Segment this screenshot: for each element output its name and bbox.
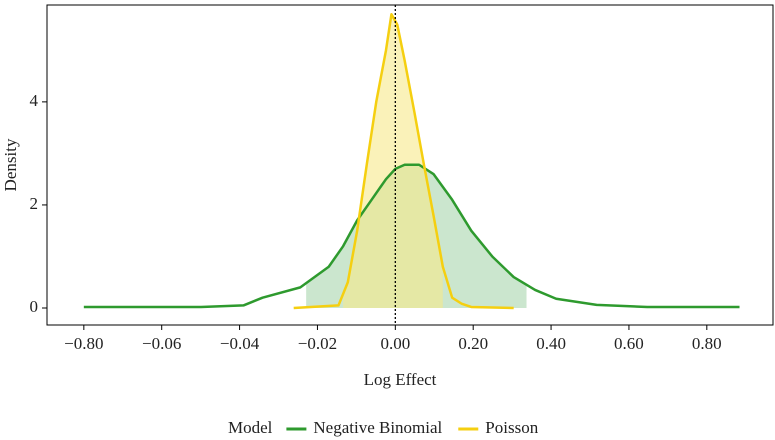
x-tick-label: 0.20 <box>458 334 488 353</box>
plot-border <box>46 4 774 326</box>
y-tick-label: 0 <box>30 297 39 316</box>
x-tick-label: −0.04 <box>220 334 260 353</box>
y-tick-label: 4 <box>30 91 39 110</box>
y-axis-label: Density <box>1 138 20 191</box>
x-axis-label: Log Effect <box>364 370 437 389</box>
x-tick-label: −0.02 <box>298 334 337 353</box>
x-tick-label: 0.80 <box>692 334 722 353</box>
x-tick-label: 0.60 <box>614 334 644 353</box>
x-tick-label: 0.40 <box>536 334 566 353</box>
x-tick-label: −0.06 <box>142 334 181 353</box>
legend-label: Poisson <box>485 418 538 437</box>
x-tick-label: 0.00 <box>380 334 410 353</box>
density-line <box>83 163 740 309</box>
legend-label: Negative Binomial <box>313 418 442 437</box>
y-tick-label: 2 <box>30 194 39 213</box>
shaded-interval <box>343 14 443 308</box>
x-tick-label: −0.80 <box>64 334 103 353</box>
legend-title: Model <box>228 418 273 437</box>
density-line <box>293 13 514 310</box>
